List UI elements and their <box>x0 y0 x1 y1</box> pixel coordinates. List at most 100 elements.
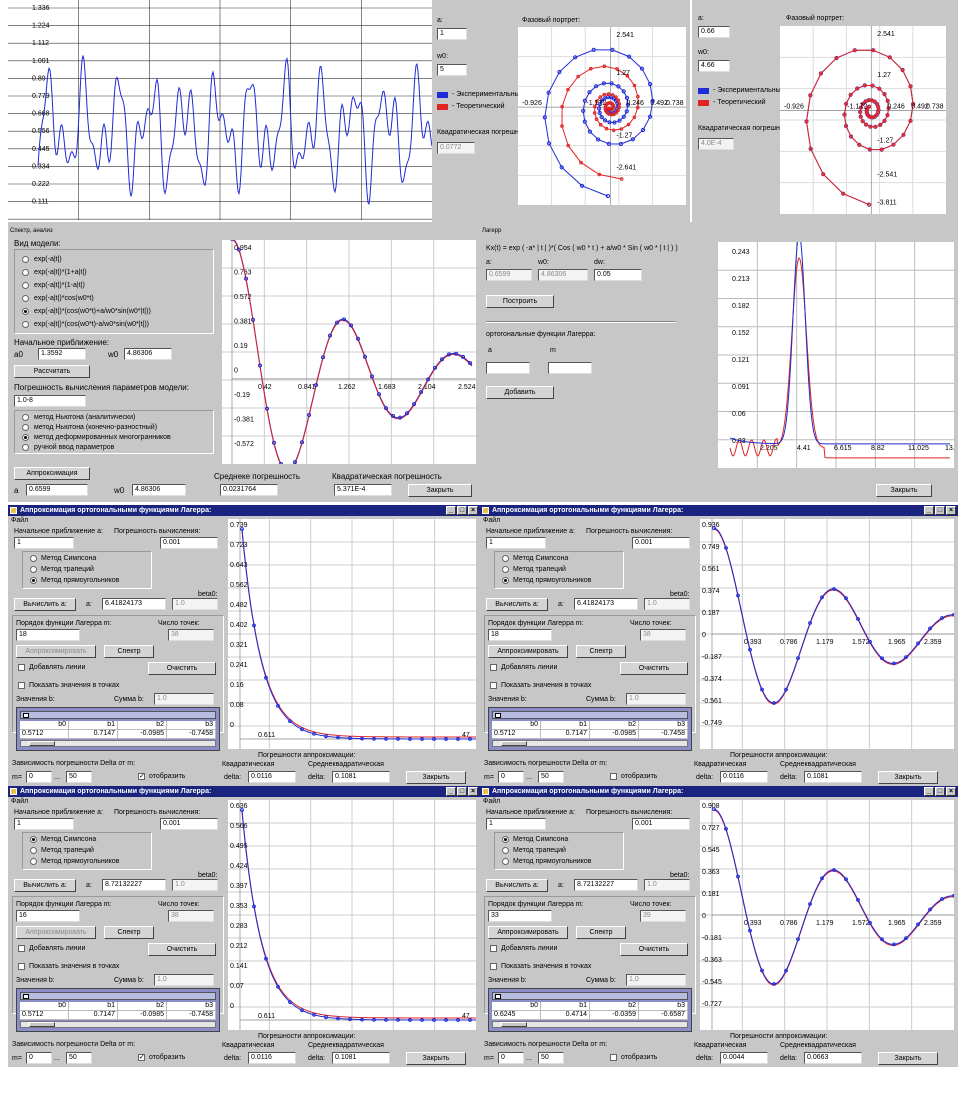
table-cell[interactable]: -0.0985 <box>590 730 639 739</box>
show-values-checkbox[interactable] <box>490 963 497 970</box>
table-cell[interactable]: 0.4714 <box>541 1011 590 1020</box>
dw-input[interactable]: 0.05 <box>594 269 642 281</box>
table-cell[interactable]: -0.0985 <box>118 1011 167 1020</box>
points-value[interactable]: 39 <box>640 910 686 922</box>
menu-file[interactable]: Файл <box>11 517 29 524</box>
menu-bar[interactable]: Спектр, анализ <box>10 228 53 234</box>
w0-input[interactable]: 4.66 <box>698 60 730 72</box>
model-option-radio[interactable] <box>22 282 29 289</box>
m-from-input[interactable]: 0 <box>498 771 524 783</box>
m-to-input[interactable]: 50 <box>66 1052 92 1064</box>
spectrum-button[interactable]: Спектр <box>104 645 154 658</box>
scrollbar-thumb[interactable] <box>501 741 527 746</box>
add-lines-checkbox[interactable] <box>490 664 497 671</box>
w0-result[interactable]: 4.86306 <box>132 484 186 496</box>
method-radio[interactable] <box>30 577 37 584</box>
beta-value[interactable]: 1.0 <box>644 598 690 610</box>
table-column-header[interactable]: b3 <box>639 1002 688 1011</box>
init-input[interactable]: 1 <box>14 818 74 830</box>
table-column-header[interactable]: b3 <box>167 721 216 730</box>
show-checkbox[interactable]: ✓ <box>138 1054 145 1061</box>
spectrum-button[interactable]: Спектр <box>576 926 626 939</box>
points-value[interactable]: 38 <box>168 910 214 922</box>
show-checkbox[interactable] <box>610 1054 617 1061</box>
ortho-a-input[interactable] <box>486 362 530 374</box>
a-input[interactable]: 1 <box>437 28 467 40</box>
minimize-icon[interactable]: _ <box>446 506 456 515</box>
precision-input[interactable]: 1.0-8 <box>14 395 86 407</box>
close-button[interactable]: Закрыть <box>406 771 466 784</box>
sum-value[interactable]: 1.0 <box>626 974 686 986</box>
sum-value[interactable]: 1.0 <box>626 693 686 705</box>
points-value[interactable]: 38 <box>640 629 686 641</box>
w0-input[interactable]: 5 <box>437 64 467 76</box>
menu-file[interactable]: Файл <box>11 798 29 805</box>
table-column-header[interactable]: b0 <box>492 721 541 730</box>
clear-button[interactable]: Очистить <box>148 662 216 675</box>
table-column-header[interactable]: b2 <box>590 1002 639 1011</box>
scrollbar-thumb[interactable] <box>29 1022 55 1027</box>
scrollbar-thumb[interactable] <box>501 1022 527 1027</box>
build-button[interactable]: Построить <box>486 295 554 308</box>
points-value[interactable]: 38 <box>168 629 214 641</box>
delta1-value[interactable]: 0.0116 <box>248 1052 296 1064</box>
model-option-radio[interactable] <box>22 321 29 328</box>
delta1-value[interactable]: 0.0116 <box>248 771 296 783</box>
method-radio[interactable] <box>502 847 509 854</box>
delta1-value[interactable]: 0.0044 <box>720 1052 768 1064</box>
table-cell[interactable]: -0.7458 <box>639 730 688 739</box>
a0-input[interactable]: 1.3592 <box>38 348 86 360</box>
quad-error-value[interactable]: 5.371E-4 <box>334 484 392 496</box>
table-cell[interactable]: -0.6587 <box>639 1011 688 1020</box>
table-column-header[interactable]: b1 <box>541 1002 590 1011</box>
approximate-button[interactable]: Аппроксимировать <box>16 645 96 658</box>
table-column-header[interactable]: b1 <box>541 721 590 730</box>
spectrum-button[interactable]: Спектр <box>576 645 626 658</box>
method-radio[interactable] <box>30 836 37 843</box>
table-column-header[interactable]: b2 <box>118 721 167 730</box>
method-radio[interactable] <box>502 836 509 843</box>
show-checkbox[interactable]: ✓ <box>138 773 145 780</box>
maximize-icon[interactable]: □ <box>457 506 467 515</box>
m-to-input[interactable]: 50 <box>538 1052 564 1064</box>
order-input[interactable]: 18 <box>16 629 80 641</box>
table-cell[interactable]: 0.7147 <box>69 730 118 739</box>
close-button[interactable]: Закрыть <box>876 484 932 497</box>
mean-error-value[interactable]: 0.0231764 <box>220 484 278 496</box>
minimize-icon[interactable]: _ <box>924 506 934 515</box>
close-icon[interactable]: × <box>468 787 478 796</box>
menu-file[interactable]: Файл <box>483 798 501 805</box>
precision-input[interactable]: 0.001 <box>160 818 218 830</box>
table-column-header[interactable]: b1 <box>69 1002 118 1011</box>
m-from-input[interactable]: 0 <box>26 771 52 783</box>
a-result[interactable]: 0.6599 <box>26 484 88 496</box>
add-lines-checkbox[interactable] <box>490 945 497 952</box>
approximation-button[interactable]: Аппроксимация <box>14 467 90 480</box>
calculate-button[interactable]: Рассчитать <box>14 365 90 378</box>
method-radio[interactable] <box>502 577 509 584</box>
init-input[interactable]: 1 <box>14 537 74 549</box>
table-cell[interactable]: 0.6245 <box>492 1011 541 1020</box>
delta2-value[interactable]: 0.1081 <box>804 771 862 783</box>
add-lines-checkbox[interactable] <box>18 945 25 952</box>
close-button[interactable]: Закрыть <box>408 484 472 497</box>
a-value[interactable]: 8.72132227 <box>574 879 638 891</box>
method-radio[interactable] <box>30 847 37 854</box>
method-radio[interactable] <box>22 444 29 451</box>
order-input[interactable]: 33 <box>488 910 552 922</box>
sum-value[interactable]: 1.0 <box>154 693 214 705</box>
delta2-value[interactable]: 0.1081 <box>332 771 390 783</box>
show-values-checkbox[interactable] <box>18 682 25 689</box>
method-radio[interactable] <box>30 566 37 573</box>
menu-bar[interactable]: Лагерр <box>482 228 502 234</box>
delta1-value[interactable]: 0.0116 <box>720 771 768 783</box>
beta-value[interactable]: 1.0 <box>172 879 218 891</box>
w0-input[interactable]: 4.86306 <box>124 348 172 360</box>
table-column-header[interactable]: b0 <box>20 1002 69 1011</box>
ortho-m-input[interactable] <box>548 362 592 374</box>
scrollbar-thumb[interactable] <box>29 741 55 746</box>
approximate-button[interactable]: Аппроксимировать <box>488 645 568 658</box>
a-input[interactable]: 0.66 <box>698 26 730 38</box>
model-option-radio[interactable] <box>22 295 29 302</box>
precision-input[interactable]: 0.001 <box>632 818 690 830</box>
